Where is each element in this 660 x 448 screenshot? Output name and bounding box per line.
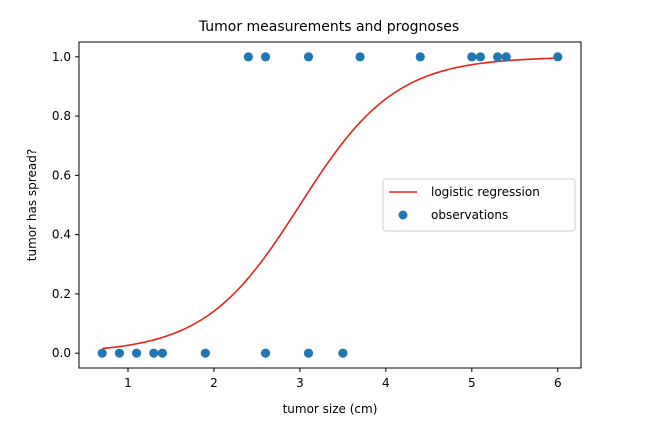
observation-point bbox=[200, 348, 210, 358]
observation-point bbox=[493, 52, 503, 62]
x-tick-label: 6 bbox=[554, 376, 562, 390]
legend-box bbox=[382, 178, 576, 232]
x-tick-label: 5 bbox=[468, 376, 476, 390]
legend-marker-swatch bbox=[398, 210, 408, 220]
observation-point bbox=[303, 348, 314, 358]
chart-title: Tumor measurements and prognoses bbox=[198, 19, 459, 35]
observation-point bbox=[260, 348, 271, 358]
x-tick-label: 3 bbox=[296, 376, 304, 390]
observation-point bbox=[467, 52, 477, 62]
observation-point bbox=[149, 348, 159, 358]
y-axis: 0.0 0.2 0.4 0.6 0.8 1.0 bbox=[52, 50, 79, 360]
observation-point bbox=[114, 348, 125, 358]
plot-area bbox=[78, 41, 582, 369]
legend-label-observations: observations bbox=[431, 208, 508, 222]
observation-point bbox=[553, 52, 563, 62]
x-tick-label: 2 bbox=[210, 376, 218, 390]
observation-point bbox=[338, 348, 348, 358]
plot-frame bbox=[78, 41, 582, 369]
logistic-regression-line bbox=[102, 57, 558, 350]
observation-point bbox=[475, 52, 486, 62]
y-axis-label: tumor has spread? bbox=[25, 149, 39, 261]
y-tick-label: 0.0 bbox=[52, 346, 71, 360]
observation-point bbox=[260, 52, 271, 62]
observation-point bbox=[131, 348, 142, 358]
y-tick-label: 0.8 bbox=[52, 109, 71, 123]
points-layer bbox=[97, 52, 563, 358]
observation-point bbox=[501, 52, 511, 62]
observation-point bbox=[157, 348, 167, 358]
observation-point bbox=[243, 52, 253, 62]
observation-point bbox=[303, 52, 314, 62]
x-axis-label: tumor size (cm) bbox=[283, 402, 378, 416]
y-tick-label: 1.0 bbox=[52, 50, 71, 64]
observation-point bbox=[355, 52, 365, 62]
observation-point bbox=[97, 348, 107, 358]
x-axis: 1 2 3 4 5 6 bbox=[124, 368, 562, 390]
legend-label-logistic-regression: logistic regression bbox=[431, 185, 540, 199]
y-tick-label: 0.4 bbox=[52, 228, 71, 242]
legend: logistic regression observations bbox=[382, 178, 576, 232]
observation-point bbox=[415, 52, 425, 62]
x-tick-label: 4 bbox=[382, 376, 390, 390]
y-tick-label: 0.6 bbox=[52, 168, 71, 182]
y-tick-label: 0.2 bbox=[52, 287, 71, 301]
curve-layer bbox=[102, 57, 558, 350]
x-tick-label: 1 bbox=[124, 376, 132, 390]
